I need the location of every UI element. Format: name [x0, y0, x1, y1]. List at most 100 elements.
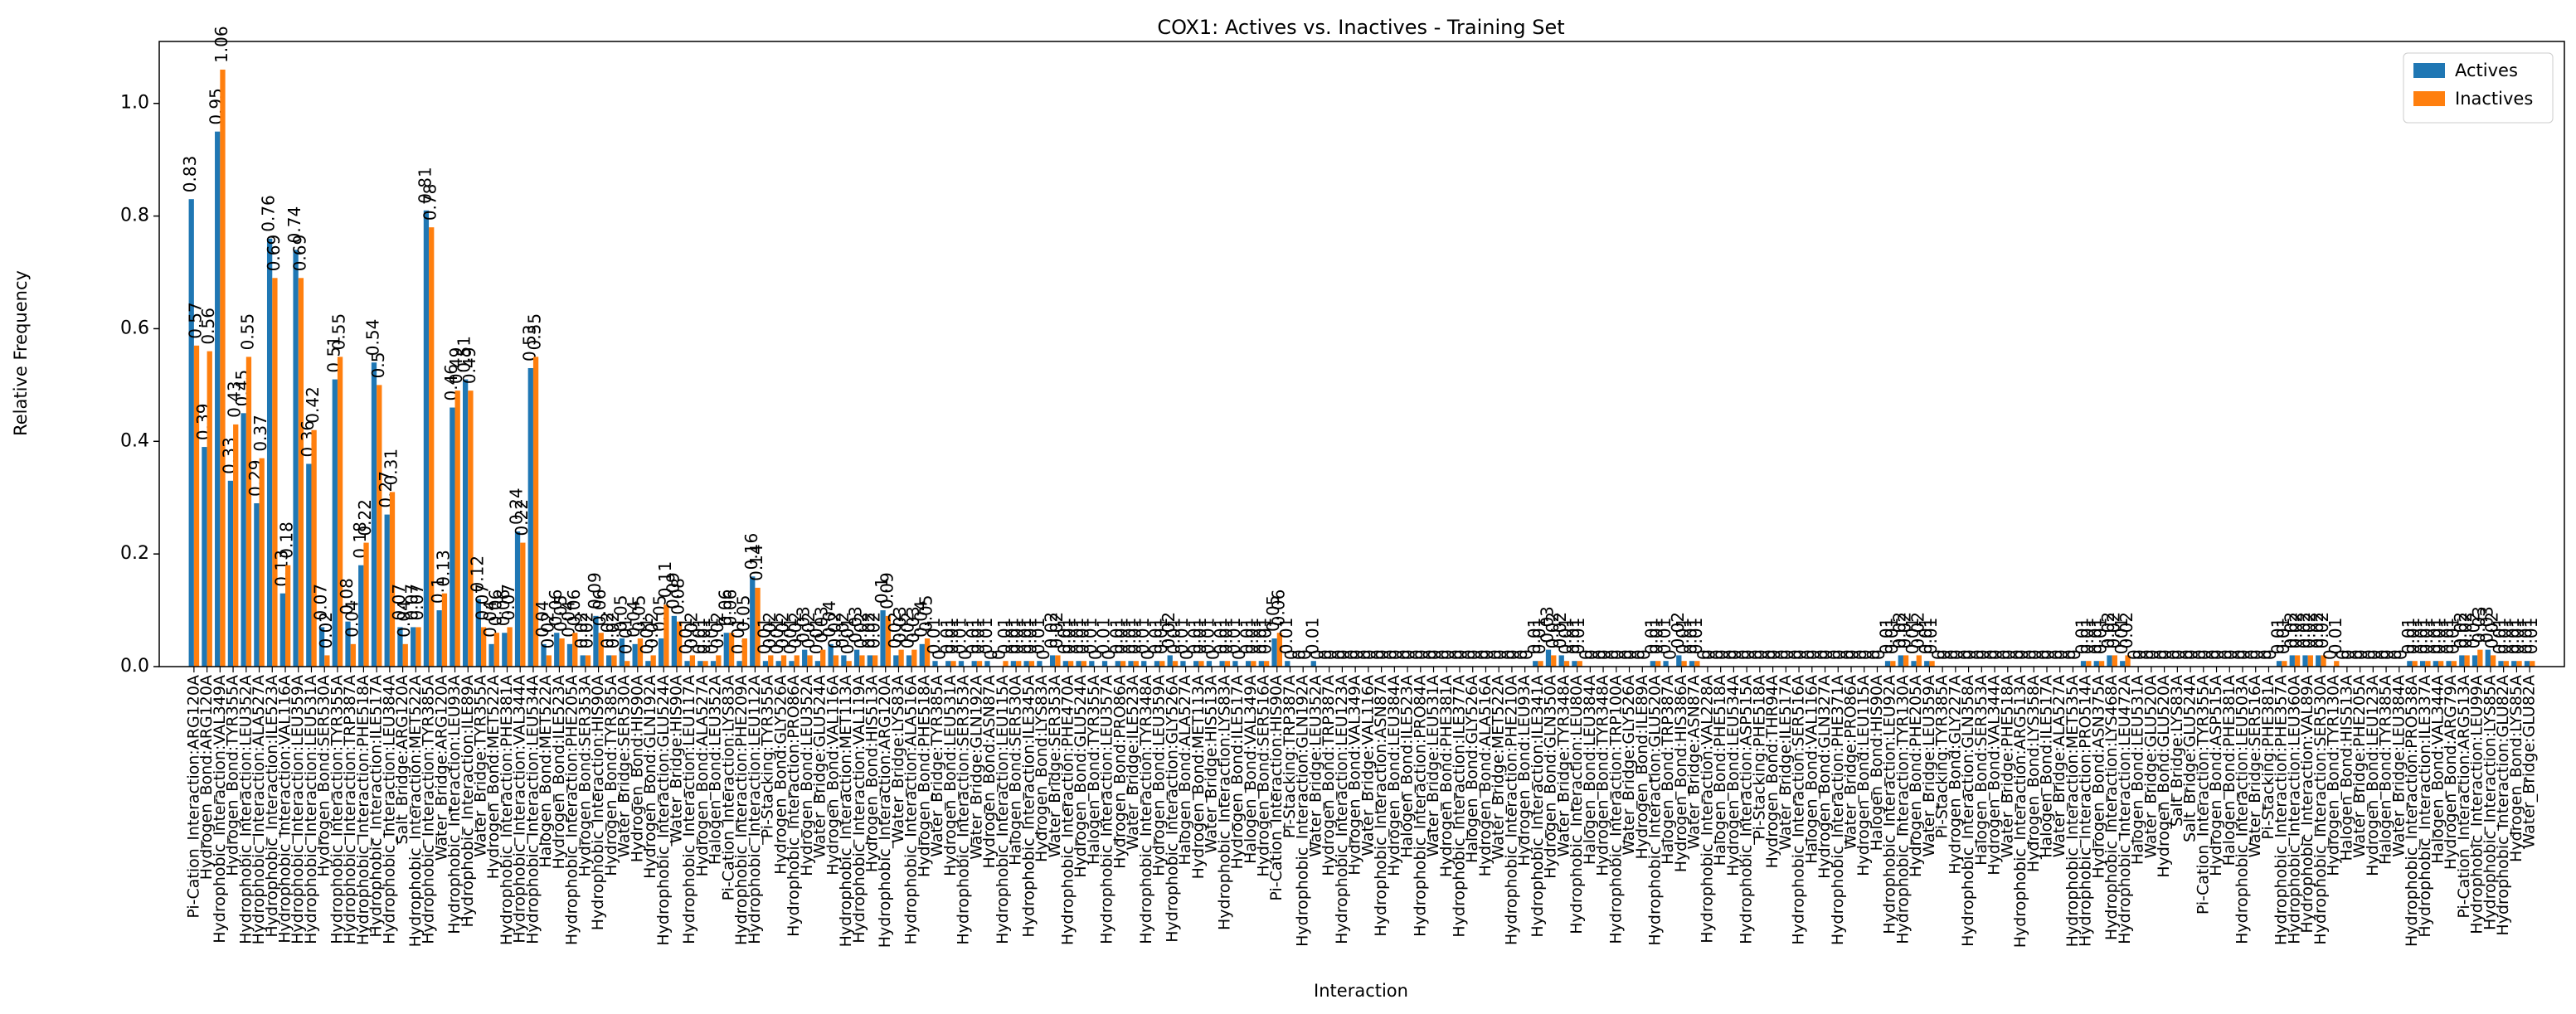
bar [1193, 661, 1199, 667]
x-tick-label: Hydrophobic_Interaction:HIS90A [589, 675, 607, 930]
x-tick-label: Hydrophobic_Interaction:ILE523A [263, 675, 281, 938]
bar [402, 643, 408, 667]
value-label: 0.02 [1543, 612, 1563, 649]
value-label: 0.06 [590, 589, 610, 627]
x-tick-label: Hydrogen_Bond:HIS386A [1672, 675, 1690, 872]
value-label: 0.01 [2495, 618, 2515, 655]
x-tick-label: Hydrogen_Bond:THR94A [1763, 675, 1781, 868]
x-tick-label: Water_Bridge:ALA527A [2050, 675, 2068, 857]
bar [1911, 661, 1917, 667]
value-label: 0 [2020, 649, 2040, 660]
x-tick-label: Water_Bridge:LYS83A [889, 675, 907, 843]
value-label: 0.01 [1556, 618, 1576, 655]
bar [846, 661, 852, 667]
value-label: 0.01 [838, 618, 858, 655]
value-label: 0 [2176, 649, 2196, 660]
bar [507, 627, 513, 667]
value-label: 0.07 [473, 584, 493, 621]
x-tick-label: Hydrogen_Bond:ILE89A [1633, 675, 1651, 859]
value-label: 0.01 [754, 618, 774, 655]
value-label: 0 [1660, 649, 1679, 660]
value-label: 0.01 [2515, 618, 2535, 655]
value-label: 0.02 [1668, 612, 1688, 649]
value-label: 0.01 [1145, 618, 1165, 655]
x-tick-label: Hydrogen_Bond:TYR355A [224, 675, 242, 876]
value-label: 0.02 [2451, 612, 2471, 649]
legend-swatch [2413, 91, 2445, 106]
y-tick-label: 0.8 [120, 206, 149, 226]
bar [493, 633, 500, 667]
x-tick-label: Hydrogen_Bond:PHE381A [1437, 675, 1456, 877]
x-tick-label: Water_Bridge:ARG120A [432, 675, 450, 861]
bar [311, 429, 317, 667]
bar [1154, 661, 1160, 667]
x-tick-label: Hydrophobic_Interaction:PHE381A [498, 675, 516, 945]
x-tick-label: Hydrophobic_Interaction:TRP387A [341, 675, 359, 944]
x-tick-label: Water_Bridge:GLU524A [811, 675, 829, 859]
x-tick-label: Hydrophobic_Interaction:LEU92A [1881, 675, 1899, 934]
bar [332, 379, 338, 667]
bar [559, 638, 565, 667]
value-label: 0.02 [2307, 612, 2327, 649]
value-label: 0.01 [2326, 618, 2345, 655]
x-tick-label: Hydrophobic_Interaction:MET113A [837, 675, 855, 947]
bar [1089, 661, 1095, 667]
x-tick-label: Water_Bridge:GLU520A [2141, 675, 2160, 859]
y-tick-label: 0.2 [120, 543, 149, 564]
value-label: 0.01 [1172, 618, 1192, 655]
bar [710, 661, 717, 667]
value-label: 0 [2033, 649, 2053, 660]
value-label: 0 [1485, 649, 1505, 660]
bar [2516, 661, 2522, 667]
bar [2289, 655, 2295, 667]
value-label: 0 [2194, 649, 2214, 660]
x-tick-label: Hydrogen_Bond:ILE517A [1228, 675, 1247, 870]
bar [245, 357, 252, 667]
value-label: 0 [2260, 649, 2280, 660]
x-tick-label: Water_Bridge:GLY526A [1620, 675, 1638, 856]
bar [2446, 661, 2452, 667]
value-label: 0 [1634, 649, 1654, 660]
x-tick-label: Water_Bridge:LEU531A [1424, 675, 1442, 857]
bar [2098, 661, 2105, 667]
x-tick-label: Hydrogen_Bond:GLN327A [1815, 675, 1834, 879]
value-label: 0.02 [1895, 612, 1915, 649]
bar [1068, 661, 1074, 667]
bar [318, 627, 325, 667]
bar [193, 345, 200, 667]
value-label: 0 [1446, 649, 1465, 660]
x-tick-label: Hydrophobic_Interaction:TYR385A [420, 675, 438, 944]
bar [1172, 661, 1179, 667]
value-label: 0 [1707, 649, 1727, 660]
value-label: 0.01 [2412, 618, 2432, 655]
bar [841, 655, 847, 667]
value-label: 0 [2203, 649, 2223, 660]
value-label: 0 [1720, 649, 1740, 660]
value-label: 0 [2190, 649, 2209, 660]
value-label: 0.02 [785, 612, 805, 649]
x-tick-label: Hydrogen_Bond:SER530A [315, 675, 333, 877]
value-label: 0 [2351, 649, 2371, 660]
value-label: 0 [2164, 649, 2184, 660]
value-label: 0 [1738, 649, 1758, 660]
bar [2490, 655, 2496, 667]
value-label: 0 [1830, 649, 1849, 660]
value-label: 0.69 [264, 235, 284, 272]
bar [1533, 661, 1538, 667]
bar [2498, 661, 2504, 667]
value-label: 0 [1973, 649, 1993, 660]
bar [728, 633, 735, 667]
value-label: 0 [989, 649, 1009, 660]
bar [893, 655, 899, 667]
value-label: 0 [981, 649, 1001, 660]
value-label: 0.69 [289, 235, 309, 272]
x-tick-label: Water_Bridge:TYR385A [928, 675, 946, 857]
x-tick-label: Halogen_Bond:MET522A [537, 675, 555, 868]
x-tick-label: Hydrogen_Bond:VAL344A [1985, 675, 2004, 876]
x-tick-label: Hydrophobic_Interaction:LEU384A [380, 675, 398, 944]
value-label: 0.04 [624, 600, 644, 638]
value-label: 0.74 [284, 206, 304, 244]
value-label: 0 [1138, 649, 1158, 660]
value-label: 0.01 [1112, 618, 1132, 655]
